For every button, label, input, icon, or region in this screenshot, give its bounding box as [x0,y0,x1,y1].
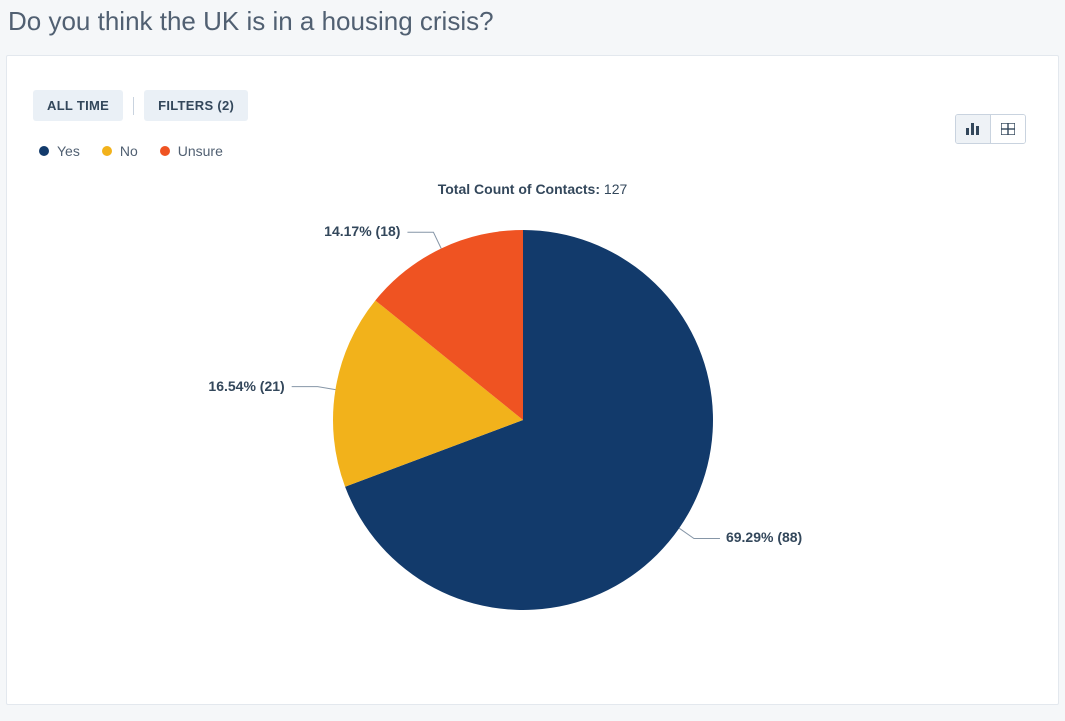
legend-swatch-yes [39,146,49,156]
view-toggle [955,114,1026,144]
page-root: Do you think the UK is in a housing cris… [0,0,1065,717]
view-table-button[interactable] [991,115,1025,143]
view-chart-button[interactable] [956,115,991,143]
leader-line [407,232,441,248]
filter-pill-row: ALL TIME FILTERS (2) [33,90,1032,121]
pill-filters[interactable]: FILTERS (2) [144,90,248,121]
legend-item-unsure[interactable]: Unsure [160,143,223,159]
page-title: Do you think the UK is in a housing cris… [8,6,1065,37]
leader-line [292,387,336,390]
legend-item-no[interactable]: No [102,143,138,159]
pie-svg [33,205,1033,635]
pill-separator [133,97,134,115]
legend-item-yes[interactable]: Yes [39,143,80,159]
slice-label-no: 16.54% (21) [208,378,284,394]
legend-swatch-unsure [160,146,170,156]
legend: Yes No Unsure [39,143,1032,159]
slice-label-unsure: 14.17% (18) [324,223,400,239]
table-icon [1001,123,1015,135]
total-count-value: 127 [604,181,627,197]
chart-card: ALL TIME FILTERS (2) Yes No Unsure Total… [6,55,1059,705]
pill-all-time[interactable]: ALL TIME [33,90,123,121]
legend-label: Yes [57,143,80,159]
legend-swatch-no [102,146,112,156]
pie-chart: 69.29% (88) 16.54% (21) 14.17% (18) [33,205,1032,635]
legend-label: No [120,143,138,159]
total-count-line: Total Count of Contacts: 127 [33,181,1032,197]
legend-label: Unsure [178,143,223,159]
leader-line [679,528,720,538]
slice-label-yes: 69.29% (88) [726,529,802,545]
bar-chart-icon [966,123,980,135]
total-count-label: Total Count of Contacts: [438,181,600,197]
